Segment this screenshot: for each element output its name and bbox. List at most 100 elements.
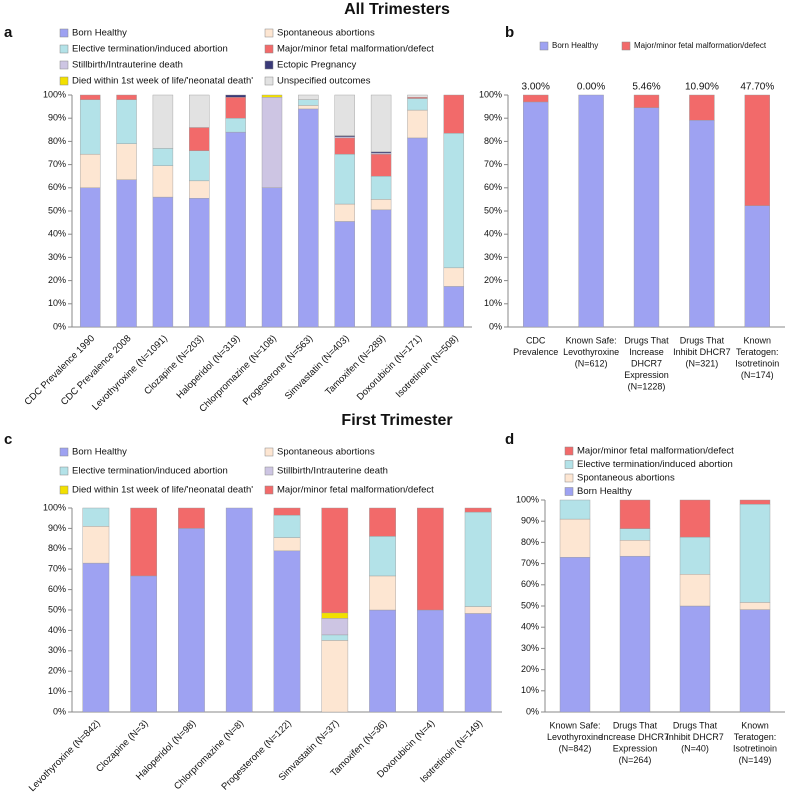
bar-segment <box>679 605 711 713</box>
y-tick-label: 60% <box>48 182 66 192</box>
legend-label: Major/minor fetal malformation/defect <box>577 446 734 457</box>
y-tick-label: 90% <box>521 516 539 526</box>
y-tick-label: 80% <box>484 136 502 146</box>
legend-swatch <box>264 60 274 70</box>
bar-segment <box>744 205 770 328</box>
bar-segment <box>116 99 137 144</box>
bar-segment <box>370 175 392 200</box>
bar-segment <box>298 108 319 328</box>
legend-swatch <box>59 60 69 70</box>
x-tick-label: Drugs That <box>680 335 725 345</box>
y-tick-label: 0% <box>53 321 66 331</box>
bar-segment <box>407 94 428 98</box>
bar-segment <box>321 618 349 636</box>
bar-segment <box>298 99 319 106</box>
bar-segment <box>559 557 591 713</box>
x-tick-label: Known Safe: <box>566 335 617 345</box>
legend-label: Ectopic Pregnancy <box>277 60 356 71</box>
bar-segment <box>369 536 396 577</box>
bar-segment <box>261 187 283 328</box>
bar-segment <box>334 94 355 136</box>
bar-segment <box>523 94 549 103</box>
section-heading: All Trimesters <box>344 1 450 18</box>
x-tick-label: Increase DHCR7 <box>601 732 669 742</box>
legend-swatch <box>564 473 574 483</box>
x-tick-label: Teratogen: <box>736 347 779 357</box>
bar-segment <box>619 499 651 529</box>
legend-swatch <box>59 485 69 495</box>
bar-segment <box>416 507 444 611</box>
x-tick-label: Isotretinoin <box>733 743 777 753</box>
bar-segment <box>370 209 392 328</box>
bar-segment <box>178 507 205 529</box>
bar-segment <box>225 117 246 133</box>
bar-segment <box>739 499 771 505</box>
y-tick-label: 80% <box>48 543 66 553</box>
bar-segment <box>689 94 715 121</box>
y-tick-label: 60% <box>48 584 66 594</box>
bar-segment <box>189 198 210 328</box>
bar-segment <box>407 98 428 111</box>
bar-segment <box>116 179 137 328</box>
x-tick-label: (N=321) <box>686 358 719 368</box>
data-label: 10.90% <box>685 82 719 93</box>
bar-segment <box>744 94 770 206</box>
legend-swatch <box>264 76 274 86</box>
bar-segment <box>370 94 392 153</box>
x-tick-label: Simvastatin (N=403) <box>283 333 352 402</box>
x-tick-label: Levothyroxine <box>563 347 619 357</box>
bar-segment <box>633 107 660 328</box>
y-tick-label: 0% <box>53 706 66 716</box>
bar-segment <box>178 528 205 713</box>
bar-segment <box>130 575 158 713</box>
y-tick-label: 10% <box>484 298 502 308</box>
x-tick-label: Levothyroxine (N=842) <box>27 718 103 794</box>
legend-swatch <box>264 466 274 476</box>
data-label: 47.70% <box>740 82 774 93</box>
x-tick-label: Teratogen: <box>734 732 777 742</box>
x-tick-label: Increase <box>629 347 664 357</box>
legend-label: Elective termination/induced abortion <box>577 459 733 470</box>
bar-segment <box>689 120 715 328</box>
y-tick-label: 60% <box>521 579 539 589</box>
bar-segment <box>739 504 771 603</box>
legend-swatch <box>264 447 274 457</box>
x-tick-label: Expression <box>613 743 658 753</box>
bar-segment <box>189 127 210 151</box>
legend-label: Unspecified outcomes <box>277 76 371 87</box>
y-tick-label: 50% <box>484 205 502 215</box>
legend-swatch <box>564 446 574 456</box>
bar-segment <box>261 94 283 98</box>
y-tick-label: 70% <box>48 564 66 574</box>
legend-label: Stillbirth/Intrauterine death <box>277 466 388 477</box>
bar-segment <box>443 267 465 287</box>
y-tick-label: 50% <box>521 600 539 610</box>
bar-segment <box>334 153 355 205</box>
bar-segment <box>321 507 349 614</box>
bar-segment <box>679 536 711 575</box>
x-tick-label: (N=612) <box>575 358 608 368</box>
y-tick-label: 40% <box>48 229 66 239</box>
bar-segment <box>321 612 349 619</box>
bar-segment <box>619 555 651 713</box>
legend-swatch <box>59 28 69 38</box>
x-tick-label: Known <box>741 720 769 730</box>
bar-segment <box>152 148 174 166</box>
bar-segment <box>273 537 301 552</box>
bar-segment <box>189 150 210 182</box>
bar-segment <box>273 514 301 538</box>
x-tick-label: Prevalence <box>513 347 558 357</box>
legend-swatch <box>564 487 574 496</box>
x-tick-label: Known Safe: <box>549 720 600 730</box>
y-tick-label: 100% <box>516 494 539 504</box>
panel-label: c <box>4 431 12 448</box>
bar-segment <box>559 499 591 520</box>
bar-segment <box>321 634 349 641</box>
bar-segment <box>559 518 591 558</box>
x-tick-label: CDC Prevalence 1990 <box>22 333 97 408</box>
bar-segment <box>82 507 110 527</box>
x-tick-label: DHCR7 <box>631 358 662 368</box>
bar-segment <box>464 507 492 513</box>
x-tick-label: Inhibit DHCR7 <box>673 347 731 357</box>
